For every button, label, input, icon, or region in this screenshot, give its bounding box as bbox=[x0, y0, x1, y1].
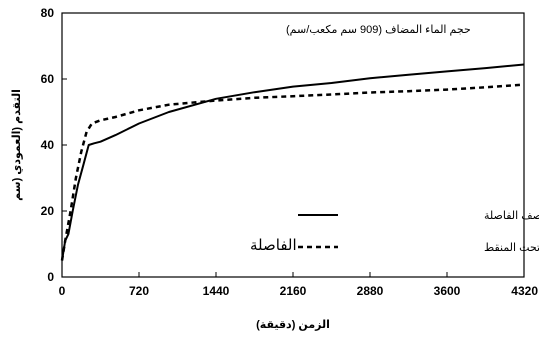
y-tick-label: 80 bbox=[41, 6, 55, 20]
series-line-solid bbox=[61, 63, 525, 261]
y-axis-title: التقدم (العمودي (سم bbox=[11, 89, 23, 201]
x-tick-label: 720 bbox=[129, 284, 149, 298]
legend-label-solid: التقدم العمودي عند منتصف الفاصلة bbox=[484, 210, 539, 222]
x-tick-label: 4320 bbox=[511, 284, 538, 298]
x-tick-label: 3600 bbox=[434, 284, 461, 298]
plot-area bbox=[61, 12, 525, 278]
y-tick-label: 40 bbox=[41, 138, 55, 152]
y-tick-label: 20 bbox=[41, 204, 55, 218]
y-axis-ticks: 0 20 40 60 80 bbox=[41, 6, 67, 284]
x-tick-label: 2880 bbox=[357, 284, 384, 298]
x-tick-label: 2160 bbox=[280, 284, 307, 298]
x-axis-ticks: 0 720 1440 2160 2880 3600 4320 bbox=[59, 272, 538, 298]
region-label: الفاصلة bbox=[250, 237, 297, 254]
x-axis-title: الزمن (دقيقة) bbox=[256, 319, 330, 331]
y-tick-label: 60 bbox=[41, 72, 55, 86]
y-tick-label: 0 bbox=[47, 270, 54, 284]
legend-label-dashed: التقدم العمودي تحت المنقط bbox=[484, 242, 539, 254]
series-layer bbox=[60, 63, 525, 261]
series-line-dashed bbox=[60, 83, 525, 261]
x-tick-label: 1440 bbox=[203, 284, 230, 298]
x-tick-label: 0 bbox=[59, 284, 66, 298]
chart-annotation: حجم الماء المضاف (909 سم مكعب/سم) bbox=[286, 24, 471, 36]
